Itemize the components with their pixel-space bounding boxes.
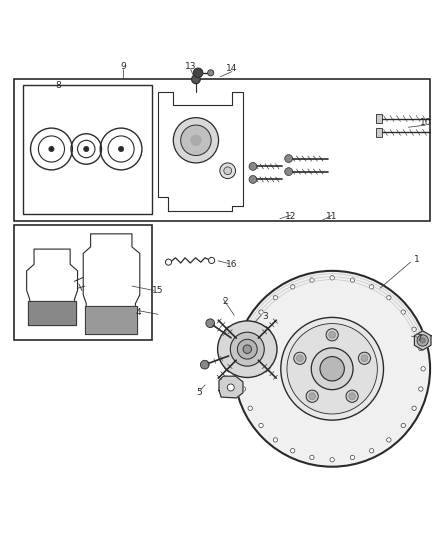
Circle shape xyxy=(369,285,374,289)
Circle shape xyxy=(419,387,423,391)
Polygon shape xyxy=(28,301,76,325)
Circle shape xyxy=(241,387,246,391)
Circle shape xyxy=(350,278,355,282)
Circle shape xyxy=(420,338,425,343)
Circle shape xyxy=(84,147,89,151)
Circle shape xyxy=(329,332,336,338)
Circle shape xyxy=(421,367,425,371)
Circle shape xyxy=(273,295,278,300)
Circle shape xyxy=(193,68,203,78)
Text: 1: 1 xyxy=(414,255,420,264)
Circle shape xyxy=(306,390,318,402)
Circle shape xyxy=(285,168,293,175)
Circle shape xyxy=(243,345,251,353)
Circle shape xyxy=(310,278,314,282)
Circle shape xyxy=(419,346,423,351)
Text: 5: 5 xyxy=(197,388,202,397)
Circle shape xyxy=(248,327,252,332)
Circle shape xyxy=(358,352,371,365)
Polygon shape xyxy=(85,305,137,334)
Circle shape xyxy=(401,310,406,314)
Circle shape xyxy=(237,340,257,359)
Circle shape xyxy=(208,257,215,263)
Circle shape xyxy=(309,393,315,400)
Circle shape xyxy=(259,310,263,314)
Circle shape xyxy=(361,355,368,361)
Circle shape xyxy=(273,438,278,442)
Circle shape xyxy=(330,457,334,462)
Bar xyxy=(23,85,152,214)
Text: 9: 9 xyxy=(120,62,126,71)
Circle shape xyxy=(387,295,391,300)
Circle shape xyxy=(181,125,211,156)
Circle shape xyxy=(326,329,338,341)
Ellipse shape xyxy=(218,321,277,377)
Circle shape xyxy=(281,318,384,420)
Bar xyxy=(376,114,382,123)
Circle shape xyxy=(330,276,334,280)
Text: 10: 10 xyxy=(420,118,431,127)
Circle shape xyxy=(369,449,374,453)
Circle shape xyxy=(227,384,234,391)
Circle shape xyxy=(201,360,209,369)
Circle shape xyxy=(206,319,215,328)
Circle shape xyxy=(294,352,306,365)
Circle shape xyxy=(230,332,264,366)
Circle shape xyxy=(387,438,391,442)
Circle shape xyxy=(290,449,295,453)
Circle shape xyxy=(417,335,428,346)
Circle shape xyxy=(287,324,378,414)
Text: 12: 12 xyxy=(285,212,297,221)
Circle shape xyxy=(166,259,172,265)
Text: 11: 11 xyxy=(326,212,338,221)
Circle shape xyxy=(311,348,353,390)
Text: 13: 13 xyxy=(185,62,197,71)
Circle shape xyxy=(191,135,201,146)
Bar xyxy=(14,225,152,341)
Circle shape xyxy=(290,285,295,289)
Circle shape xyxy=(191,75,200,84)
Circle shape xyxy=(224,167,232,175)
Text: 7: 7 xyxy=(417,334,422,343)
Circle shape xyxy=(49,147,54,151)
Circle shape xyxy=(285,155,293,163)
Text: 3: 3 xyxy=(262,312,268,321)
Circle shape xyxy=(248,406,252,410)
Text: 14: 14 xyxy=(226,64,238,73)
Circle shape xyxy=(239,367,244,371)
Circle shape xyxy=(401,423,406,427)
Polygon shape xyxy=(27,249,78,325)
Polygon shape xyxy=(219,376,243,398)
Circle shape xyxy=(412,327,416,332)
Text: 2: 2 xyxy=(223,297,228,306)
Circle shape xyxy=(173,118,219,163)
Circle shape xyxy=(234,271,430,467)
Circle shape xyxy=(241,346,246,351)
Circle shape xyxy=(208,70,214,76)
Circle shape xyxy=(220,163,236,179)
Text: 16: 16 xyxy=(226,260,238,269)
Circle shape xyxy=(297,355,303,361)
Circle shape xyxy=(259,423,263,427)
Bar xyxy=(376,128,382,137)
Text: 4: 4 xyxy=(136,308,141,317)
Circle shape xyxy=(249,175,257,183)
Circle shape xyxy=(320,357,344,381)
Circle shape xyxy=(349,393,356,400)
Circle shape xyxy=(350,455,355,459)
Circle shape xyxy=(346,390,358,402)
Circle shape xyxy=(310,455,314,459)
Circle shape xyxy=(412,406,416,410)
Polygon shape xyxy=(414,331,431,350)
Circle shape xyxy=(118,147,124,151)
Circle shape xyxy=(249,163,257,171)
Polygon shape xyxy=(83,234,140,334)
Bar xyxy=(14,79,430,221)
Text: 8: 8 xyxy=(55,82,61,91)
Polygon shape xyxy=(158,92,243,211)
Text: 15: 15 xyxy=(152,286,164,295)
